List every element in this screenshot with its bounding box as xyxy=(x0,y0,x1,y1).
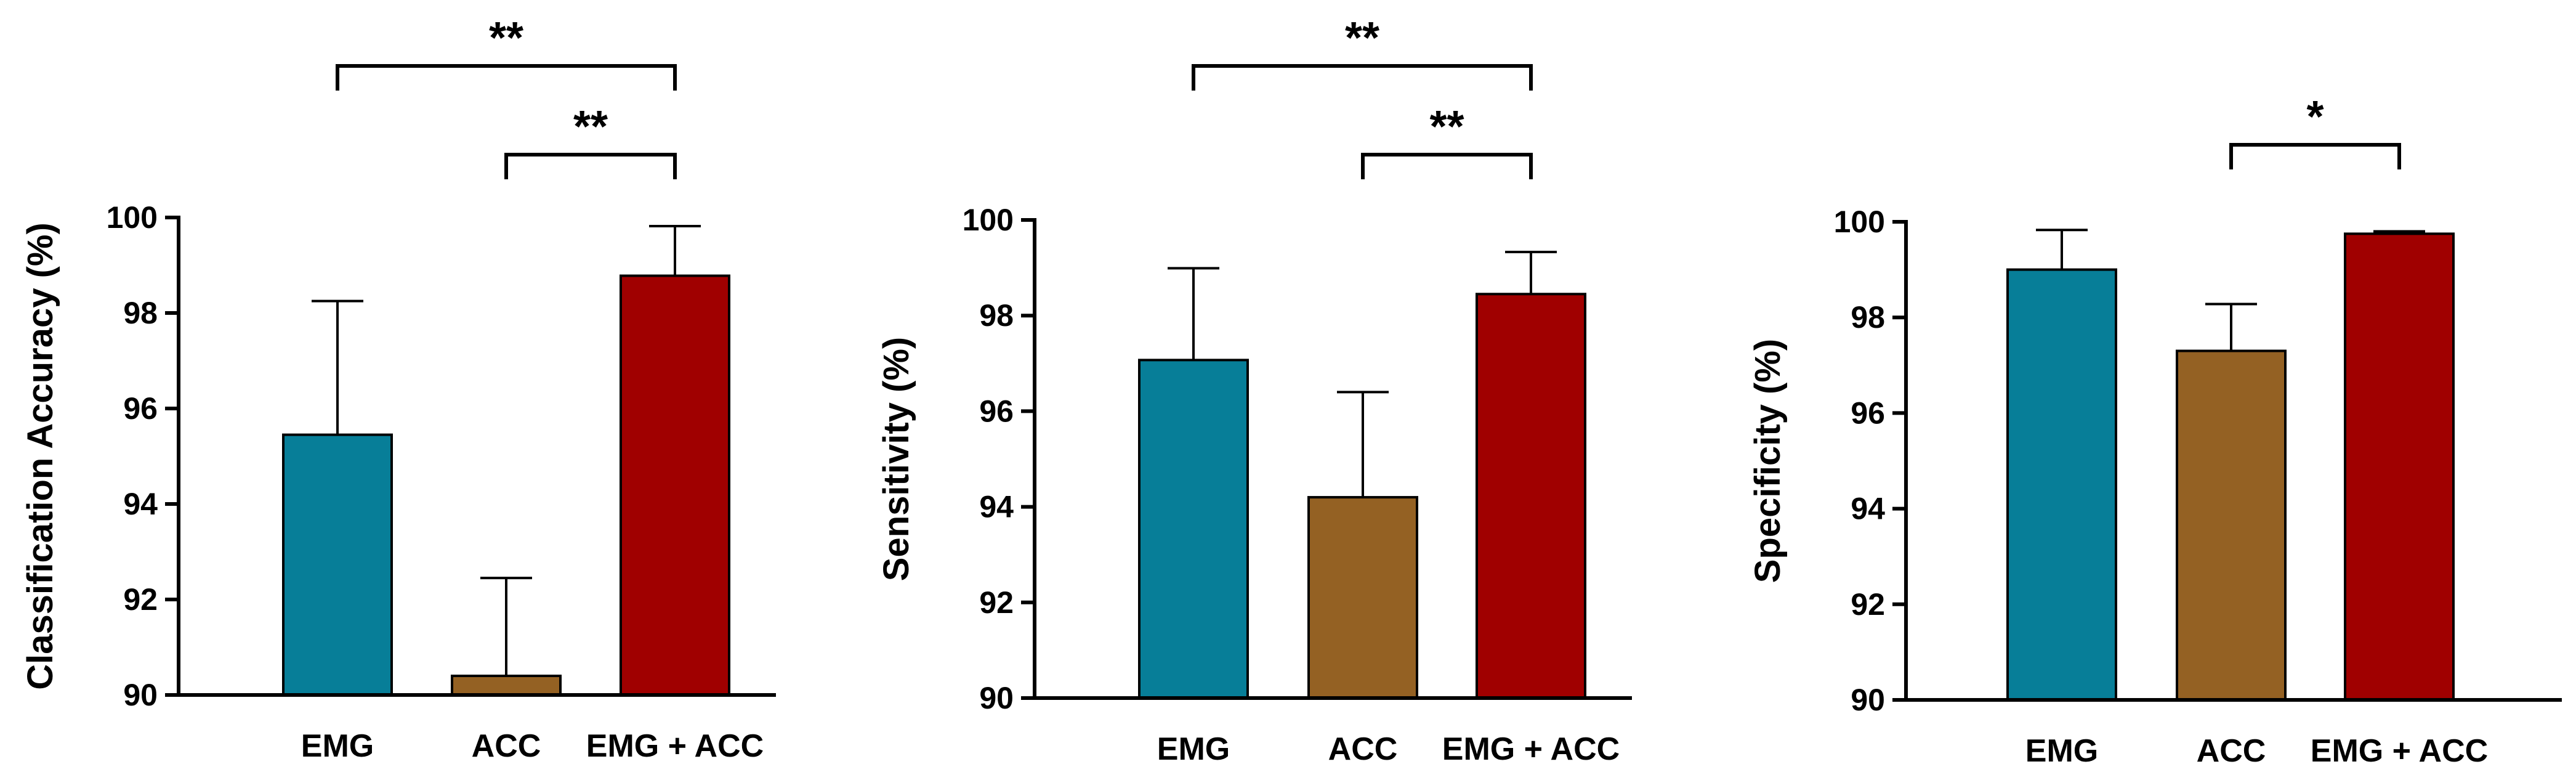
bar-emg-acc xyxy=(1476,293,1586,699)
significance-label: ** xyxy=(1345,14,1379,63)
y-axis-title: Specificity (%) xyxy=(1748,339,1788,583)
x-tick-label: ACC xyxy=(472,728,541,764)
y-axis-title: Sensitivity (%) xyxy=(876,337,916,581)
x-tick-label: EMG xyxy=(1157,731,1230,767)
significance-label: * xyxy=(2306,92,2324,142)
y-tick-label: 92 xyxy=(979,585,1014,620)
y-tick-label: 96 xyxy=(979,394,1014,428)
y-tick-label: 100 xyxy=(107,200,158,235)
x-tick-label: EMG xyxy=(301,728,374,764)
y-tick-label: 90 xyxy=(1851,683,1885,717)
significance-label: ** xyxy=(1429,102,1464,152)
bar-emg xyxy=(2006,268,2117,702)
y-tick-label: 98 xyxy=(979,298,1014,333)
bar-emg xyxy=(282,433,393,696)
y-tick-label: 98 xyxy=(123,296,158,330)
y-tick-label: 100 xyxy=(963,203,1014,237)
significance-label: ** xyxy=(573,102,608,152)
significance-bracket xyxy=(1192,64,1533,91)
significance-bracket xyxy=(1361,153,1533,179)
y-tick-label: 90 xyxy=(979,681,1014,715)
bar-acc xyxy=(451,675,562,696)
y-tick-label: 96 xyxy=(123,391,158,426)
y-tick-label: 94 xyxy=(979,490,1014,524)
chart-panel-1: 90 92 94 96 98 100 EMG ACC EMG + ACC Classificati… xyxy=(20,14,776,764)
y-tick-label: 94 xyxy=(123,487,158,521)
x-tick-label: EMG + ACC xyxy=(2311,733,2488,769)
y-tick-label: 98 xyxy=(1851,300,1885,335)
y-tick-label: 90 xyxy=(123,678,158,712)
bar-acc xyxy=(2176,349,2287,701)
bar-emg xyxy=(1138,359,1249,699)
x-tick-label: ACC xyxy=(1328,731,1398,767)
y-tick-label: 94 xyxy=(1851,492,1885,526)
chart-panel-2: 90 92 94 96 98 100 EMG ACC EMG + ACC Sensitivity … xyxy=(876,14,1632,767)
significance-bracket xyxy=(504,153,677,179)
y-tick-label: 92 xyxy=(1851,587,1885,622)
y-axis-title: Classification Accuracy (%) xyxy=(20,222,60,690)
significance-label: ** xyxy=(489,14,523,63)
significance-bracket xyxy=(336,64,677,91)
x-tick-label: EMG + ACC xyxy=(1442,731,1620,767)
x-tick-label: EMG xyxy=(2025,733,2098,769)
significance-bracket xyxy=(2229,143,2401,169)
bar-acc xyxy=(1307,496,1418,700)
bar-emg-acc xyxy=(620,274,730,696)
y-tick-label: 96 xyxy=(1851,396,1885,430)
x-tick-label: ACC xyxy=(2197,733,2266,769)
y-tick-label: 92 xyxy=(123,582,158,617)
bar-emg-acc xyxy=(2344,232,2455,701)
chart-panel-3: 90 92 94 96 98 100 EMG ACC EMG + ACC Specificity … xyxy=(1748,92,2562,769)
x-tick-label: EMG + ACC xyxy=(586,728,764,764)
y-tick-label: 100 xyxy=(1834,205,1885,239)
